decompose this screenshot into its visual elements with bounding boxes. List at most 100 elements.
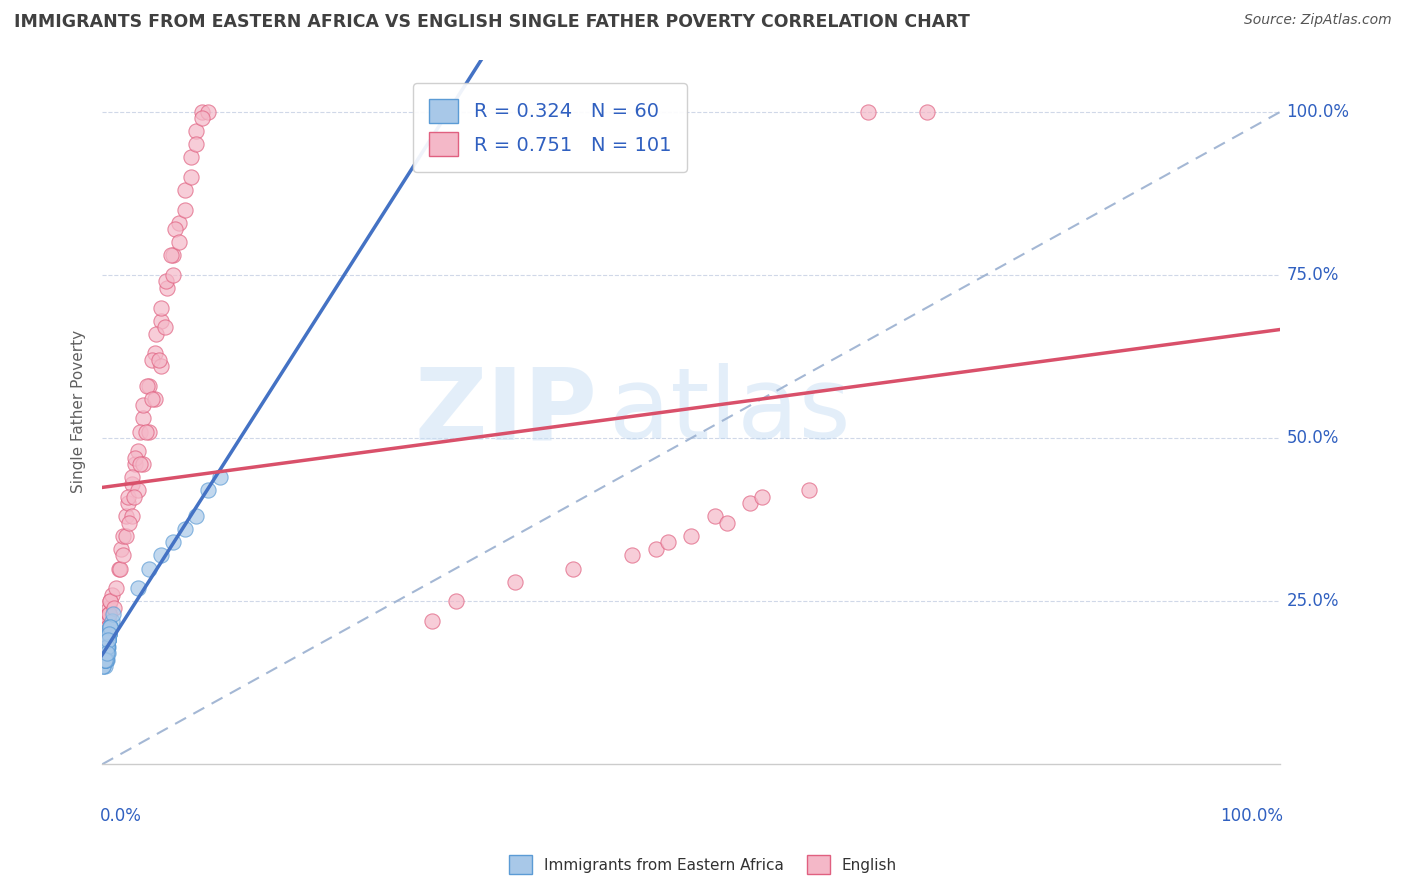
Point	[143, 346, 166, 360]
Point	[94, 640, 117, 654]
Point	[645, 541, 668, 556]
Point	[138, 425, 160, 439]
Point	[97, 627, 120, 641]
Point	[167, 216, 190, 230]
Point	[96, 627, 118, 641]
Point	[129, 425, 152, 439]
Point	[93, 659, 115, 673]
Point	[93, 640, 115, 654]
Point	[94, 646, 117, 660]
Point	[93, 640, 115, 654]
Point	[915, 104, 938, 119]
Point	[173, 183, 195, 197]
Point	[740, 496, 762, 510]
Point	[141, 352, 163, 367]
Point	[105, 581, 128, 595]
Text: 100.0%: 100.0%	[1286, 103, 1350, 120]
Point	[100, 594, 122, 608]
Point	[681, 529, 703, 543]
Point	[153, 320, 176, 334]
Point	[117, 496, 139, 510]
Point	[97, 640, 120, 654]
Text: Source: ZipAtlas.com: Source: ZipAtlas.com	[1244, 13, 1392, 28]
Point	[94, 646, 117, 660]
Point	[93, 653, 115, 667]
Point	[118, 516, 141, 530]
Point	[96, 627, 118, 641]
Point	[93, 653, 115, 667]
Point	[197, 483, 219, 498]
Point	[141, 392, 163, 406]
Point	[162, 535, 184, 549]
Point	[96, 640, 118, 654]
Point	[180, 169, 202, 184]
Point	[150, 301, 173, 315]
Point	[98, 627, 121, 641]
Point	[191, 104, 214, 119]
Point	[751, 490, 773, 504]
Point	[155, 275, 177, 289]
Point	[420, 614, 443, 628]
Point	[159, 248, 181, 262]
Text: 75.0%: 75.0%	[1286, 266, 1339, 284]
Point	[100, 620, 122, 634]
Text: atlas: atlas	[609, 363, 851, 460]
Point	[98, 607, 121, 622]
Point	[173, 202, 195, 217]
Point	[96, 640, 118, 654]
Point	[94, 646, 117, 660]
Point	[167, 235, 190, 250]
Point	[96, 627, 118, 641]
Point	[703, 509, 725, 524]
Point	[94, 633, 117, 648]
Point	[94, 653, 117, 667]
Point	[110, 541, 132, 556]
Point	[129, 457, 152, 471]
Point	[562, 561, 585, 575]
Point	[98, 607, 121, 622]
Point	[162, 248, 184, 262]
Point	[103, 600, 125, 615]
Point	[186, 137, 208, 152]
Point	[97, 646, 120, 660]
Point	[657, 535, 679, 549]
Point	[98, 600, 121, 615]
Point	[96, 640, 118, 654]
Point	[94, 633, 117, 648]
Point	[132, 398, 155, 412]
Point	[100, 614, 122, 628]
Point	[96, 627, 118, 641]
Point	[94, 640, 117, 654]
Point	[96, 640, 118, 654]
Point	[94, 640, 117, 654]
Point	[122, 490, 145, 504]
Point	[93, 653, 115, 667]
Point	[96, 633, 118, 648]
Point	[856, 104, 879, 119]
Legend: Immigrants from Eastern Africa, English: Immigrants from Eastern Africa, English	[503, 849, 903, 880]
Point	[100, 620, 122, 634]
Point	[145, 326, 167, 341]
Point	[97, 620, 120, 634]
Point	[96, 620, 118, 634]
Point	[97, 633, 120, 648]
Point	[98, 627, 121, 641]
Point	[150, 313, 173, 327]
Point	[150, 359, 173, 374]
Point	[121, 509, 143, 524]
Point	[138, 561, 160, 575]
Point	[191, 112, 214, 126]
Point	[162, 268, 184, 282]
Point	[97, 620, 120, 634]
Point	[93, 653, 115, 667]
Text: 100.0%: 100.0%	[1220, 806, 1282, 824]
Point	[97, 633, 120, 648]
Point	[93, 646, 115, 660]
Point	[93, 659, 115, 673]
Point	[156, 281, 179, 295]
Point	[97, 633, 120, 648]
Point	[94, 646, 117, 660]
Point	[121, 476, 143, 491]
Point	[100, 594, 122, 608]
Legend: R = 0.324   N = 60, R = 0.751   N = 101: R = 0.324 N = 60, R = 0.751 N = 101	[413, 84, 686, 171]
